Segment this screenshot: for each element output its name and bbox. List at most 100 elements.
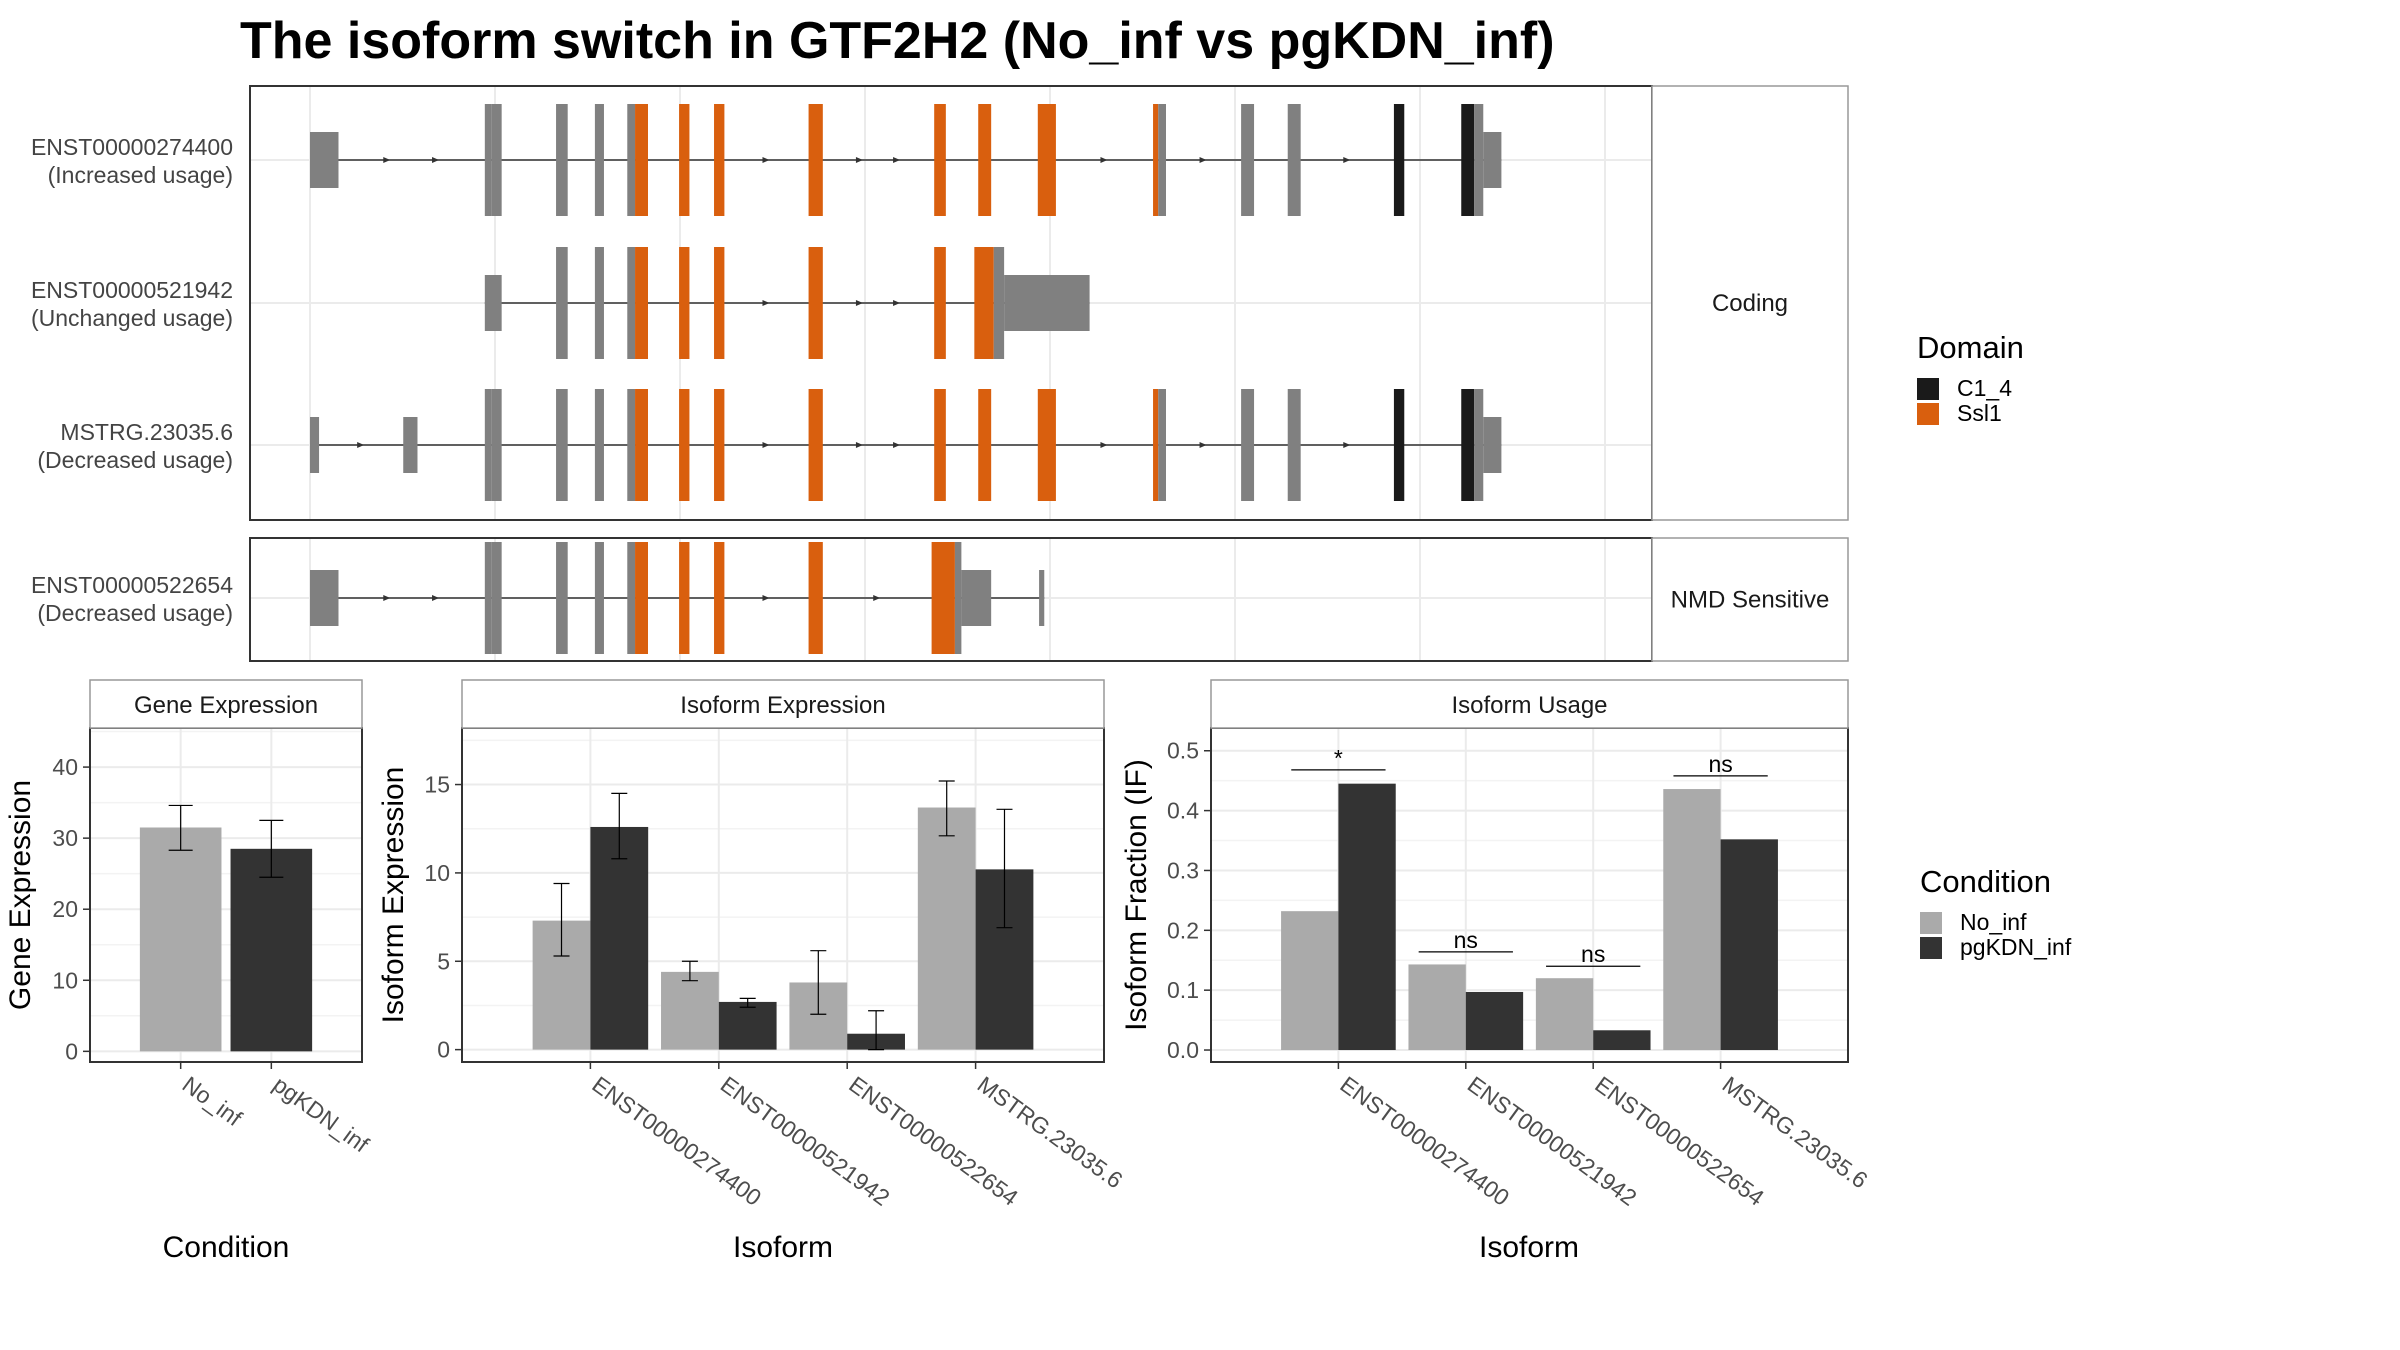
exon bbox=[491, 542, 502, 654]
exon bbox=[594, 542, 604, 654]
error-bar bbox=[259, 819, 284, 878]
exon-domain-C1_4 bbox=[1393, 104, 1405, 216]
exon-domain-Ssl1 bbox=[679, 389, 690, 501]
exon bbox=[1158, 389, 1166, 501]
chart-title: Isoform Expression bbox=[680, 692, 885, 719]
exon-domain-Ssl1 bbox=[808, 104, 823, 216]
exon bbox=[594, 389, 604, 501]
plot-panel-bg bbox=[90, 728, 362, 1062]
y-tick-label: 0.2 bbox=[1167, 917, 1199, 943]
exon bbox=[403, 417, 418, 473]
domain-legend-title: Domain bbox=[1917, 330, 2024, 365]
bar-No_inf-ENST00000522654 bbox=[1535, 978, 1594, 1051]
x-axis-title: Condition bbox=[163, 1231, 290, 1264]
facet-strip-label: Coding bbox=[1712, 290, 1788, 317]
exon-domain-Ssl1 bbox=[1037, 104, 1056, 216]
intron-arrow bbox=[357, 442, 365, 448]
exon-domain-Ssl1 bbox=[635, 389, 648, 501]
bar-No_inf-ENST00000274400 bbox=[1281, 911, 1339, 1051]
bar-No_inf-MSTRG.23035.6 bbox=[1663, 789, 1721, 1051]
intron-arrow bbox=[1343, 442, 1351, 448]
y-tick-label: 30 bbox=[52, 825, 78, 851]
exon bbox=[1004, 275, 1090, 331]
exon bbox=[1158, 104, 1166, 216]
domain-legend-label: C1_4 bbox=[1957, 375, 2012, 401]
exon bbox=[484, 389, 492, 501]
exon-domain-Ssl1 bbox=[714, 389, 725, 501]
transcript-id-label: ENST00000521942 bbox=[31, 277, 233, 303]
intron-arrow bbox=[855, 157, 863, 163]
exon bbox=[627, 389, 636, 501]
error-bar bbox=[611, 792, 628, 860]
intron-arrow bbox=[1100, 157, 1108, 163]
intron-arrow bbox=[762, 157, 770, 163]
significance-label: ns bbox=[1454, 927, 1478, 953]
x-axis-title: Isoform bbox=[733, 1231, 833, 1264]
exon-domain-Ssl1 bbox=[808, 542, 823, 654]
significance-label: * bbox=[1334, 745, 1343, 771]
exon bbox=[627, 247, 636, 359]
y-tick-label: 15 bbox=[424, 772, 450, 798]
bar-pgKDN_inf-ENST00000274400 bbox=[590, 826, 649, 1050]
transcript-id-label: ENST00000274400 bbox=[31, 134, 233, 160]
figure-title: The isoform switch in GTF2H2 (No_inf vs … bbox=[240, 12, 1555, 70]
exon bbox=[1241, 104, 1255, 216]
y-axis-title: Isoform Fraction (IF) bbox=[1120, 759, 1153, 1031]
intron-arrow bbox=[383, 157, 391, 163]
bar-No_inf-MSTRG.23035.6 bbox=[917, 807, 976, 1050]
exon bbox=[484, 104, 492, 216]
exon bbox=[627, 542, 636, 654]
transcript-id-label: MSTRG.23035.6 bbox=[60, 419, 233, 445]
chart-title: Gene Expression bbox=[134, 692, 318, 719]
exon-domain-Ssl1 bbox=[635, 247, 648, 359]
condition-legend-label: No_inf bbox=[1960, 909, 2027, 935]
transcript-structure-panel: ENST00000274400(Increased usage) ENST0000… bbox=[31, 85, 1849, 662]
y-tick-label: 10 bbox=[52, 967, 78, 993]
transcript-ENST00000274400 bbox=[310, 104, 1502, 216]
exon-domain-Ssl1 bbox=[978, 104, 992, 216]
exon-domain-Ssl1 bbox=[974, 247, 994, 359]
x-tick-label: No_inf bbox=[178, 1071, 248, 1131]
error-bar bbox=[868, 1010, 885, 1051]
exon-domain-Ssl1 bbox=[714, 247, 725, 359]
y-axis-title: Isoform Expression bbox=[377, 767, 410, 1024]
exon bbox=[556, 542, 568, 654]
intron-arrow bbox=[762, 442, 770, 448]
exon bbox=[310, 132, 339, 188]
exon-domain-Ssl1 bbox=[635, 104, 648, 216]
error-bar bbox=[681, 960, 698, 982]
intron-arrow bbox=[855, 442, 863, 448]
error-bar bbox=[938, 780, 955, 837]
x-axis-title: Isoform bbox=[1479, 1231, 1579, 1264]
exon-domain-Ssl1 bbox=[934, 389, 946, 501]
exon bbox=[954, 542, 962, 654]
y-tick-label: 0.1 bbox=[1167, 977, 1199, 1003]
chart-strip bbox=[89, 679, 363, 729]
exon-domain-Ssl1 bbox=[808, 389, 823, 501]
y-axis-title: Gene Expression bbox=[4, 780, 37, 1010]
chart-strip bbox=[1210, 679, 1849, 729]
y-tick-label: 0.0 bbox=[1167, 1037, 1199, 1063]
bar-pgKDN_inf-MSTRG.23035.6 bbox=[1720, 839, 1778, 1051]
exon bbox=[1474, 104, 1484, 216]
transcript-usage-label: (Decreased usage) bbox=[37, 600, 233, 626]
exon bbox=[556, 389, 568, 501]
exon-domain-Ssl1 bbox=[679, 104, 690, 216]
intron-arrow bbox=[893, 442, 901, 448]
transcript-ENST00000522654 bbox=[310, 542, 1045, 654]
y-tick-label: 0.4 bbox=[1167, 798, 1199, 824]
bar-pgKDN_inf-ENST00000274400 bbox=[1338, 783, 1396, 1051]
exon bbox=[484, 275, 502, 331]
exon bbox=[1241, 389, 1255, 501]
significance-label: ns bbox=[1581, 941, 1605, 967]
condition-legend-label: pgKDN_inf bbox=[1960, 934, 2072, 960]
exon bbox=[310, 570, 339, 626]
transcript-usage-label: (Increased usage) bbox=[48, 162, 233, 188]
domain-legend-key bbox=[1917, 403, 1939, 425]
bar-No_inf bbox=[139, 827, 222, 1052]
exon bbox=[556, 247, 568, 359]
chart-title: Isoform Usage bbox=[1451, 692, 1607, 719]
